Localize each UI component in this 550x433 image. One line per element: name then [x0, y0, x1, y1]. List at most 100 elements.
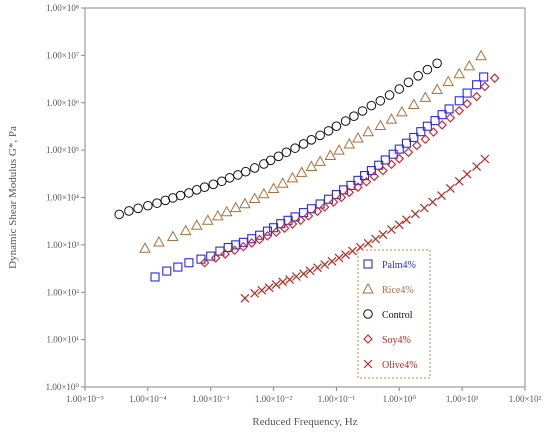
data-point-soy4 — [271, 227, 281, 237]
data-point-control — [384, 90, 395, 100]
data-point-palm4 — [472, 80, 482, 90]
data-point-rice4 — [276, 177, 289, 188]
data-point-control — [290, 143, 300, 153]
data-point-palm4 — [206, 251, 216, 261]
data-point-control — [133, 203, 143, 214]
data-point-rice4 — [343, 137, 356, 149]
data-point-control — [394, 84, 405, 94]
data-point-soy4 — [445, 113, 456, 123]
data-point-rice4 — [419, 91, 432, 102]
data-point-olive4 — [313, 263, 322, 273]
data-point-rice4 — [431, 83, 443, 95]
data-point-soy4 — [254, 234, 265, 245]
data-point-soy4 — [199, 257, 210, 268]
y-tick-label: 1.00×10² — [46, 287, 79, 297]
data-point-palm4 — [409, 132, 419, 143]
data-point-control — [357, 106, 368, 116]
x-tick-label: 1.00×10⁻² — [255, 394, 293, 404]
y-tick-label: 1.00×10¹ — [46, 335, 79, 345]
legend-marker-rice4 — [362, 282, 374, 294]
data-point-control — [323, 126, 334, 136]
data-point-soy4 — [210, 253, 221, 263]
data-point-palm4 — [437, 110, 447, 120]
data-point-olive4 — [387, 225, 396, 235]
data-point-soy4 — [312, 206, 323, 217]
data-point-olive4 — [278, 277, 288, 287]
data-point-soy4 — [336, 192, 347, 203]
data-point-olive4 — [320, 260, 330, 269]
data-point-olive4 — [480, 154, 490, 164]
data-point-olive4 — [454, 176, 464, 186]
data-point-control — [298, 139, 309, 149]
data-point-control — [152, 198, 162, 208]
data-point-olive4 — [291, 272, 301, 281]
data-point-soy4 — [238, 241, 249, 252]
y-tick-label: 1.00×10⁰ — [46, 382, 80, 392]
data-point-soy4 — [295, 215, 306, 226]
legend: Palm4% Rice4% Control Soy4% Olive4% — [357, 249, 431, 379]
legend-marker-palm4 — [363, 259, 373, 269]
legend-label-soy4: Soy4% — [382, 335, 411, 346]
data-point-olive4 — [363, 238, 373, 248]
data-point-soy4 — [462, 99, 472, 109]
data-point-palm4 — [462, 88, 472, 98]
data-point-control — [340, 116, 351, 126]
data-point-soy4 — [303, 211, 314, 221]
data-point-rice4 — [385, 113, 398, 124]
data-point-soy4 — [428, 127, 439, 137]
data-point-palm4 — [416, 127, 426, 137]
data-point-rice4 — [407, 98, 420, 109]
data-point-olive4 — [394, 220, 404, 230]
data-point-palm4 — [184, 258, 194, 268]
x-tick-label: 1.00×10¹ — [446, 394, 479, 404]
data-point-rice4 — [190, 219, 203, 230]
data-point-olive4 — [462, 169, 472, 179]
y-tick-label: 1.00×10⁵ — [46, 145, 79, 155]
data-point-palm4 — [401, 138, 411, 148]
data-point-rice4 — [229, 201, 242, 213]
data-point-rice4 — [374, 119, 387, 131]
data-point-rice4 — [286, 171, 299, 183]
data-point-palm4 — [394, 144, 404, 154]
x-axis-ticks: 1.00×10⁻⁵ 1.00×10⁻⁴ 1.00×10⁻³ 1.00×10⁻² 1.00… — [66, 387, 542, 404]
data-point-control — [175, 190, 186, 201]
data-point-rice4 — [396, 105, 408, 117]
data-point-soy4 — [246, 238, 257, 248]
data-point-palm4 — [173, 262, 183, 272]
data-point-rice4 — [212, 209, 224, 221]
data-point-palm4 — [262, 226, 273, 236]
data-point-olive4 — [428, 197, 438, 207]
legend-marker-olive4 — [363, 359, 373, 369]
data-point-palm4 — [422, 121, 432, 131]
y-tick-label: 1.00×10⁸ — [46, 3, 79, 13]
y-tick-label: 1.00×10⁷ — [46, 50, 79, 60]
data-point-rice4 — [333, 144, 345, 155]
data-point-control — [249, 163, 260, 173]
y-tick-label: 1.00×10⁶ — [46, 98, 79, 108]
x-tick-label: 1.00×10² — [509, 394, 542, 404]
series-olive4 — [240, 154, 490, 303]
x-axis-title: Reduced Frequency, Hz — [252, 416, 357, 428]
series-layer — [114, 49, 500, 303]
data-point-control — [216, 176, 227, 187]
data-point-control — [224, 173, 235, 183]
legend-label-olive4: Olive4% — [382, 360, 418, 371]
data-point-palm4 — [479, 72, 489, 82]
data-point-rice4 — [314, 155, 326, 166]
x-tick-label: 1.00×10⁻⁵ — [66, 394, 104, 404]
y-axis-ticks: 1.00×10⁰ 1.00×10¹ 1.00×10² 1.00×10³ 1.00×10⁴… — [46, 3, 85, 392]
legend-marker-control — [363, 309, 373, 319]
data-point-rice4 — [201, 214, 214, 225]
data-point-rice4 — [239, 197, 251, 209]
data-point-palm4 — [388, 149, 398, 159]
data-point-soy4 — [229, 245, 240, 256]
data-point-olive4 — [341, 250, 351, 260]
data-point-soy4 — [454, 105, 465, 116]
data-point-rice4 — [352, 132, 364, 143]
y-tick-label: 1.00×10³ — [46, 240, 79, 250]
data-point-control — [315, 130, 325, 141]
data-point-soy4 — [361, 176, 372, 187]
data-point-soy4 — [412, 140, 422, 151]
data-point-olive4 — [378, 230, 388, 239]
data-point-control — [281, 147, 292, 158]
